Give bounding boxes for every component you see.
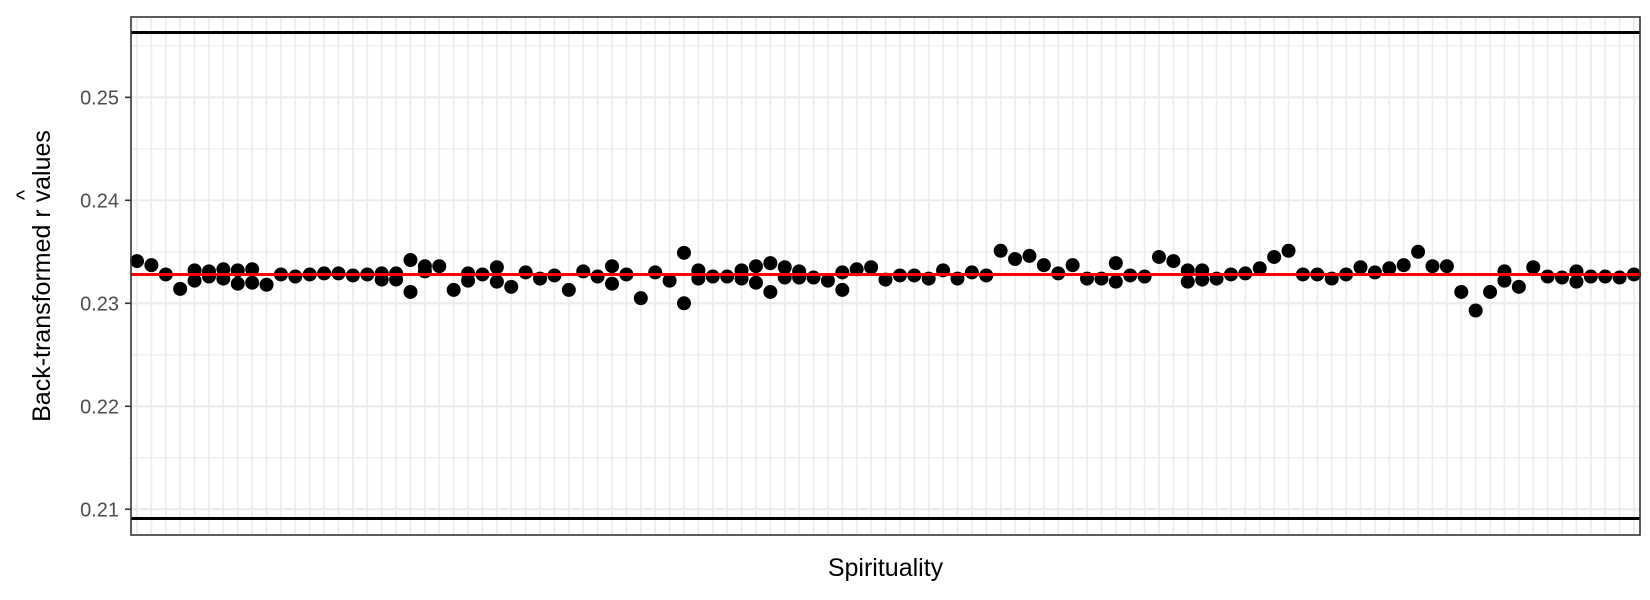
y-tick-label: 0.22: [80, 396, 119, 418]
data-point: [201, 264, 216, 279]
data-point: [489, 260, 504, 275]
svg-text:Back-transformed r values: Back-transformed r values: [28, 130, 56, 422]
data-point: [777, 260, 792, 275]
data-point: [288, 269, 303, 284]
data-point: [1468, 303, 1483, 318]
data-point: [187, 273, 202, 288]
data-point: [216, 262, 231, 277]
data-point: [820, 273, 835, 288]
data-point: [1022, 248, 1037, 263]
y-axis-title-hat: ^: [12, 189, 37, 200]
data-point: [835, 265, 850, 280]
data-point: [561, 282, 576, 297]
data-point: [1526, 260, 1541, 275]
data-point: [1367, 265, 1382, 280]
data-point: [605, 276, 620, 291]
y-axis-title-symbol: r: [28, 209, 56, 217]
data-point: [1483, 284, 1498, 299]
data-point: [1353, 260, 1368, 275]
data-point: [1497, 264, 1512, 279]
data-point: [1267, 249, 1282, 264]
data-point: [1454, 284, 1469, 299]
y-tick-label: 0.21: [80, 499, 119, 521]
data-point: [173, 281, 188, 296]
data-point: [1612, 270, 1627, 285]
data-point: [1540, 269, 1555, 284]
data-point: [1151, 249, 1166, 264]
data-point: [417, 259, 432, 274]
data-point: [1569, 264, 1584, 279]
data-point: [432, 259, 447, 274]
data-point: [1065, 258, 1080, 273]
data-point: [1180, 274, 1195, 289]
data-point: [259, 277, 274, 292]
data-point: [1598, 269, 1613, 284]
data-point: [748, 259, 763, 274]
data-point: [864, 260, 879, 275]
data-point: [1166, 254, 1181, 269]
data-point: [1439, 259, 1454, 274]
data-point: [1425, 259, 1440, 274]
y-tick-label: 0.25: [80, 87, 119, 109]
data-point: [605, 259, 620, 274]
reference-lines: [131, 30, 1640, 521]
data-point: [1569, 274, 1584, 289]
data-point: [720, 269, 735, 284]
data-point: [230, 276, 245, 291]
data-point: [763, 256, 778, 271]
data-point: [403, 284, 418, 299]
data-point: [662, 273, 677, 288]
data-point: [1411, 244, 1426, 259]
data-point: [792, 264, 807, 279]
data-point: [1252, 261, 1267, 276]
data-point: [964, 265, 979, 280]
y-axis-ticks: 0.21 0.22 0.23 0.24 0.25: [80, 87, 131, 521]
data-point: [518, 265, 533, 280]
data-point: [705, 269, 720, 284]
data-point: [245, 262, 260, 277]
data-point: [1583, 269, 1598, 284]
data-point: [748, 275, 763, 290]
data-point: [576, 264, 591, 279]
data-point: [130, 254, 144, 269]
data-point: [1396, 258, 1411, 273]
y-axis-title-prefix: Back-transformed: [28, 218, 56, 422]
data-point: [446, 282, 461, 297]
data-point: [763, 284, 778, 299]
data-points: [130, 243, 1641, 318]
data-point: [849, 262, 864, 277]
data-point: [1511, 279, 1526, 294]
data-point: [1382, 261, 1397, 276]
y-axis-title-suffix: values: [28, 130, 56, 209]
data-point: [1008, 252, 1023, 267]
data-point: [993, 243, 1008, 258]
x-axis-title: Spirituality: [828, 554, 944, 582]
data-point: [1036, 258, 1051, 273]
y-tick-label: 0.23: [80, 293, 119, 315]
data-point: [878, 272, 893, 287]
data-point: [144, 258, 159, 273]
data-point: [1137, 269, 1152, 284]
data-point: [1555, 270, 1570, 285]
data-point: [676, 296, 691, 311]
data-point: [489, 274, 504, 289]
data-point: [504, 279, 519, 294]
y-axis-title: Back-transformed r values ^: [12, 130, 56, 422]
data-point: [1108, 274, 1123, 289]
data-point: [633, 291, 648, 306]
data-point: [1281, 243, 1296, 258]
data-point: [245, 275, 260, 290]
y-tick-label: 0.24: [80, 190, 119, 212]
data-point: [590, 269, 605, 284]
data-point: [648, 265, 663, 280]
data-point: [806, 270, 821, 285]
panel-border: [130, 16, 1641, 536]
data-point: [403, 253, 418, 268]
data-point: [676, 245, 691, 260]
data-point: [1108, 256, 1123, 271]
data-point: [835, 282, 850, 297]
